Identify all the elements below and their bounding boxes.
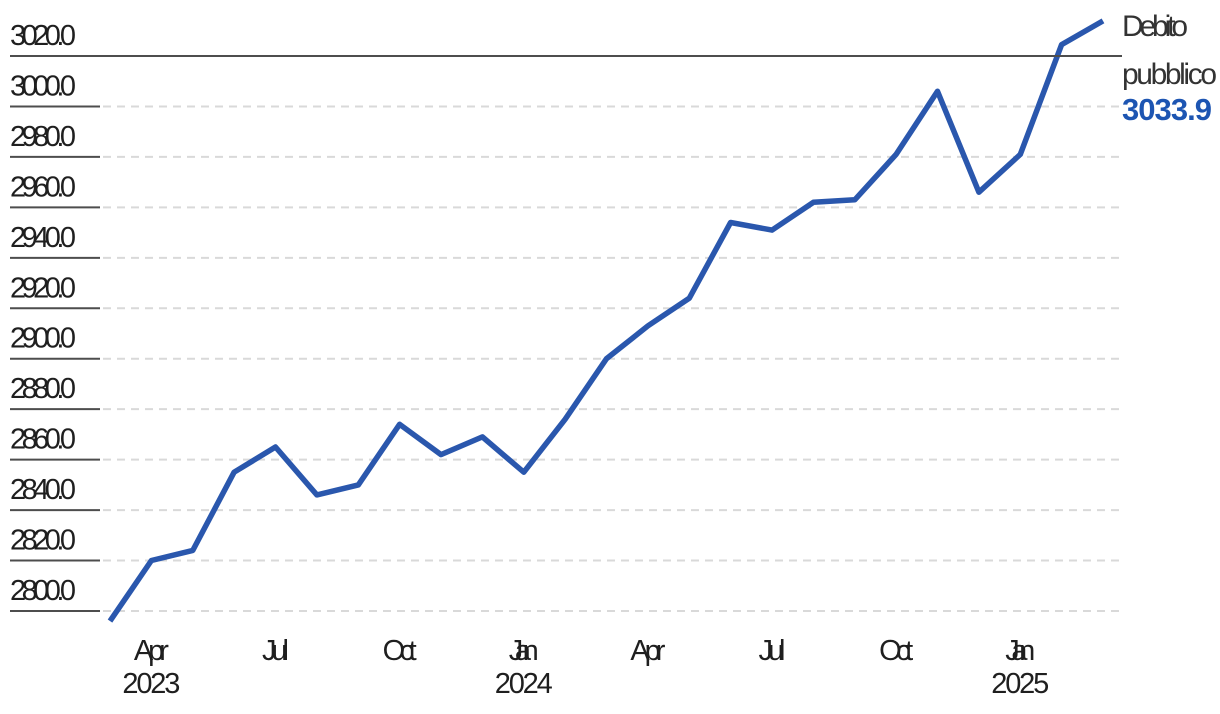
x-axis-month-label: Oct <box>879 635 913 667</box>
series-group <box>107 18 1105 623</box>
y-axis-tick-label: 2940.0 <box>10 222 76 254</box>
x-axis-year-label: 2024 <box>495 668 553 700</box>
y-axis-tick-label: 2920.0 <box>10 272 76 304</box>
y-axis-tick-label: 3020.0 <box>10 20 76 52</box>
x-axis-month-label: Jan <box>1005 635 1035 667</box>
gridlines-group <box>10 105 1120 612</box>
debt-line-series <box>107 18 1105 623</box>
x-axis-month-label: Jul <box>759 635 786 667</box>
x-axis-month-label: Jan <box>509 635 539 667</box>
y-axis-labels-group: 3020.0 3000.0 2980.0 2960.0 2940.0 2920.0 2900… <box>10 20 76 607</box>
y-axis-tick-label: 2980.0 <box>10 121 76 153</box>
y-axis-tick-label: 2880.0 <box>10 373 76 405</box>
legend-group: Debito pubblico 3033.9 <box>1122 10 1217 127</box>
y-axis-tick-label: 2840.0 <box>10 474 76 506</box>
y-axis-tick-label: 2900.0 <box>10 323 76 355</box>
x-axis-month-label: Apr <box>134 635 169 667</box>
y-axis-tick-label: 2960.0 <box>10 171 76 203</box>
x-axis-month-label: Oct <box>383 635 417 667</box>
y-axis-tick-label: 3000.0 <box>10 70 76 102</box>
latest-value-label: 3033.9 <box>1122 92 1212 127</box>
x-axis-month-label: Jul <box>262 635 289 667</box>
x-axis-month-label: Apr <box>630 635 665 667</box>
series-label-line2: pubblico <box>1122 58 1217 91</box>
x-axis-year-label: 2023 <box>122 668 180 700</box>
x-axis-year-label: 2025 <box>991 668 1049 700</box>
y-axis-tick-label: 2820.0 <box>10 525 76 557</box>
series-label-line1: Debito <box>1122 10 1188 43</box>
y-axis-tick-label: 2800.0 <box>10 575 76 607</box>
y-axis-tick-label: 2860.0 <box>10 424 76 456</box>
